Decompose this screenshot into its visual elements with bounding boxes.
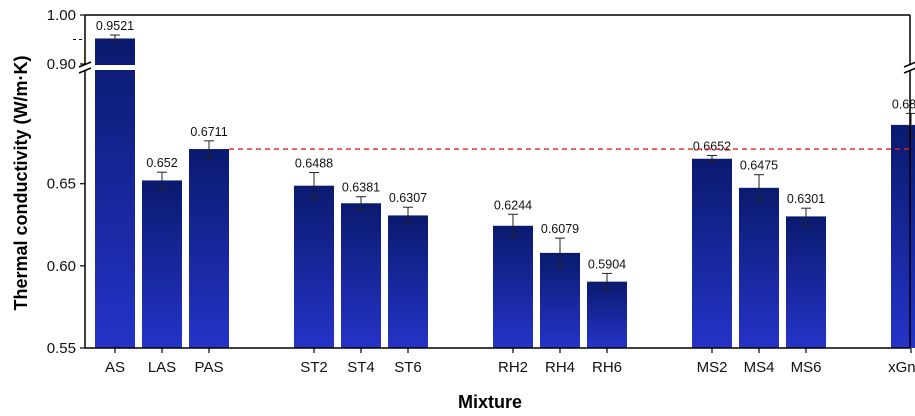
- axis-break-gap: [86, 65, 911, 70]
- bar-MS4: [739, 187, 779, 348]
- y-ticks-layer: 0.55 0.60 0.65 0.90 1.00: [47, 7, 85, 357]
- bar-ST2: [294, 185, 334, 348]
- data-label-ST4: 0.6381: [342, 181, 380, 195]
- x-tick-label-AS: AS: [105, 359, 125, 376]
- bar-LAS: [142, 180, 182, 348]
- data-label-AS: 0.9521: [96, 19, 134, 33]
- y-tick-label-lower-1: 0.60: [47, 258, 76, 275]
- error-bars-layer: [110, 34, 915, 291]
- axis-break-slash-right-2: [903, 67, 915, 74]
- x-ticks-layer: AS LAS PAS ST2 ST4 ST6 RH2 RH4 RH6 MS2 MS4 MS6 xGnP6: [105, 348, 915, 376]
- y-axis-title: Thermal conductivity (W/m·K): [11, 55, 31, 310]
- data-label-LAS: 0.652: [146, 156, 177, 170]
- data-label-RH2: 0.6244: [494, 198, 532, 212]
- x-tick-label-RH2: RH2: [498, 359, 528, 376]
- data-label-PAS: 0.6711: [190, 125, 227, 139]
- bar-RH6: [587, 281, 627, 348]
- x-tick-label-MS2: MS2: [697, 359, 728, 376]
- x-tick-label-ST2: ST2: [300, 359, 328, 376]
- y-tick-label-upper-0: 0.90: [47, 56, 76, 73]
- x-tick-label-PAS: PAS: [195, 359, 224, 376]
- y-tick-label-lower-2: 0.65: [47, 176, 76, 193]
- x-tick-label-RH6: RH6: [592, 359, 622, 376]
- bar-RH2: [493, 225, 533, 348]
- bar-MS2: [692, 158, 732, 348]
- bars-layer: [95, 38, 915, 349]
- y-tick-label-upper-1: 1.00: [47, 7, 76, 24]
- data-label-RH4: 0.6079: [541, 222, 579, 236]
- x-tick-label-xGnP6: xGnP6: [888, 359, 915, 376]
- bar-MS6: [786, 216, 826, 348]
- x-tick-label-LAS: LAS: [148, 359, 176, 376]
- data-label-MS4: 0.6475: [740, 159, 778, 173]
- bar-AS: [95, 38, 135, 348]
- x-tick-label-RH4: RH4: [545, 359, 575, 376]
- x-tick-label-MS6: MS6: [791, 359, 822, 376]
- bar-xGnP6: [891, 124, 915, 349]
- data-label-ST6: 0.6307: [389, 191, 427, 205]
- axes-layer: [78, 14, 915, 349]
- data-label-RH6: 0.5904: [588, 257, 626, 271]
- bar-PAS: [189, 149, 229, 348]
- y-tick-label-lower-0: 0.55: [47, 340, 76, 357]
- x-tick-label-ST4: ST4: [347, 359, 375, 376]
- axis-break-slash-right-1: [903, 61, 915, 68]
- x-tick-label-ST6: ST6: [394, 359, 422, 376]
- bar-RH4: [540, 252, 580, 348]
- data-labels-layer: 0.9521 0.652 0.6711 0.6488 0.6381 0.6307 0.624…: [96, 19, 915, 271]
- bar-ST6: [388, 215, 428, 348]
- x-tick-label-MS4: MS4: [744, 359, 775, 376]
- axis-break-slash-left-2: [78, 67, 92, 74]
- data-label-MS6: 0.6301: [787, 192, 825, 206]
- x-axis-title: Mixture: [458, 392, 522, 412]
- data-label-xGnP6: 0.6858: [892, 97, 915, 111]
- data-label-ST2: 0.6488: [295, 157, 333, 171]
- bar-ST4: [341, 203, 381, 348]
- data-label-MS2: 0.6652: [693, 139, 731, 153]
